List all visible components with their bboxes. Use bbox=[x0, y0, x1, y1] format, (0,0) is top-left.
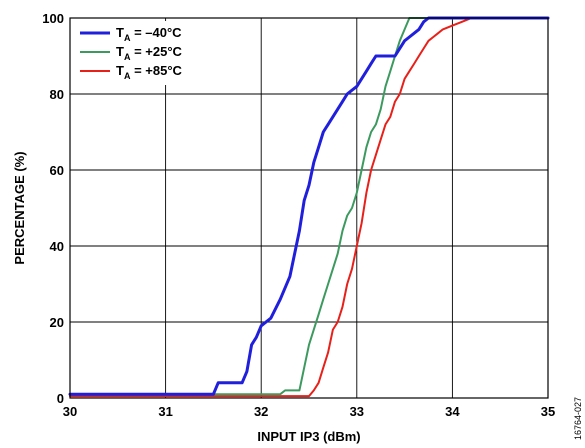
series-line-0 bbox=[68, 16, 550, 396]
grid bbox=[69, 17, 549, 399]
series-line-2 bbox=[69, 17, 549, 398]
x-tick-label: 35 bbox=[541, 404, 555, 419]
y-tick-label: 20 bbox=[50, 315, 64, 330]
y-tick-label: 80 bbox=[50, 87, 64, 102]
legend: TA = –40°CTA = +25°CTA = +85°C bbox=[74, 21, 210, 85]
legend-label-0: TA = –40°C bbox=[116, 25, 182, 43]
y-axis-title: PERCENTAGE (%) bbox=[12, 151, 27, 264]
figure-id: 16764-027 bbox=[573, 397, 583, 440]
y-tick-label: 0 bbox=[57, 391, 64, 406]
x-axis-title: INPUT IP3 (dBm) bbox=[257, 429, 360, 444]
y-tick-label: 100 bbox=[42, 11, 64, 26]
x-tick-label: 30 bbox=[63, 404, 77, 419]
x-tick-label: 32 bbox=[254, 404, 268, 419]
y-tick-label: 60 bbox=[50, 163, 64, 178]
x-tick-label: 31 bbox=[158, 404, 172, 419]
x-tick-label: 33 bbox=[350, 404, 364, 419]
series-group bbox=[68, 16, 550, 398]
x-tick-label: 34 bbox=[445, 404, 460, 419]
legend-label-2: TA = +85°C bbox=[116, 63, 183, 81]
plot-frame bbox=[69, 17, 549, 399]
x-tick-labels: 30 31 32 33 34 35 bbox=[63, 404, 555, 419]
y-tick-labels: 0 20 40 60 80 100 bbox=[42, 11, 64, 406]
y-tick-label: 40 bbox=[50, 239, 64, 254]
series-line-1 bbox=[69, 17, 549, 396]
legend-label-1: TA = +25°C bbox=[116, 44, 183, 62]
